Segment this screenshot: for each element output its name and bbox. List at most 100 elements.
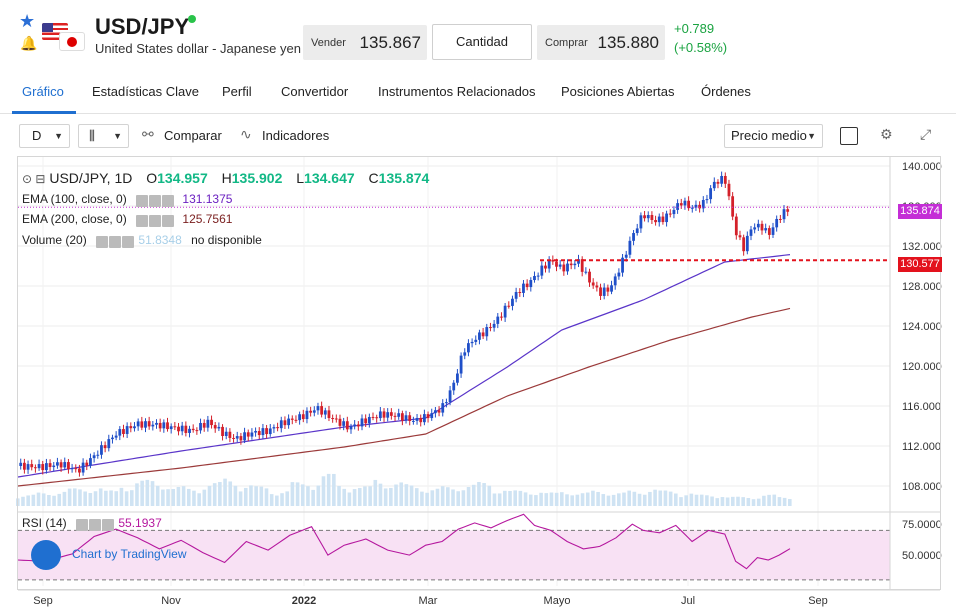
volume-bar [580,493,585,506]
candle-body [764,228,768,231]
x-tick-label: Mar [419,595,438,607]
volume-bar [746,498,751,506]
candle-body [566,263,569,272]
interval-dropdown[interactable]: D ▼ [19,124,70,148]
volume-bar [36,492,41,506]
volume-bar [663,490,668,506]
candle-body [767,228,771,235]
sell-button[interactable]: Vender 135.867 [303,25,427,60]
collapse-icon[interactable]: ⊙ ⊟ [22,172,46,186]
indicators-icon: ∿ [240,126,252,142]
volume-bar [720,497,725,506]
volume-bar [212,483,217,506]
volume-legend[interactable]: Volume (20) 51.8348 no disponible [22,233,262,248]
candle-body [364,418,368,424]
candle-body [426,414,430,419]
rsi-pane [17,513,890,581]
fullscreen-icon[interactable]: ⤢ [920,126,932,142]
candle-body [147,421,151,427]
tab-perfil[interactable]: Perfil [222,84,252,99]
candle-body [323,410,327,415]
sell-label: Vender [311,37,346,49]
tab-ordenes[interactable]: Órdenes [701,84,751,99]
candle-body [415,417,419,421]
ema200-legend[interactable]: EMA (200, close, 0) 125.7561 [22,212,232,227]
candle-body [316,406,320,411]
ema100-legend[interactable]: EMA (100, close, 0) 131.1375 [22,192,232,207]
volume-bar [145,479,150,506]
volume-bar [357,487,362,506]
gear-icon[interactable]: ⚙ [880,126,893,142]
y-tick-label: 128.000 [902,281,942,293]
last-price-tag: 135.874 [898,204,942,219]
candle-body [650,215,654,221]
candle-body [551,259,555,262]
indicator-settings-icons[interactable] [136,213,175,227]
candle-body [162,422,166,429]
candle-body [254,431,257,433]
volume-bar [26,495,30,506]
candle-body [694,204,698,208]
volume-bar [383,488,388,506]
volume-bar [560,492,564,506]
tab-instrumentos[interactable]: Instrumentos Relacionados [378,84,536,99]
rsi-legend[interactable]: RSI (14) 55.1937 [22,516,162,531]
candle-body [430,413,434,419]
candle-body [613,276,617,286]
ema100-value: 131.1375 [182,192,233,206]
volume-bar [674,493,678,506]
volume-bar [41,493,46,506]
chart-axes: 108.000 112.000 116.000 120.000 124.000 128.0… [18,156,942,607]
compare-button[interactable]: Comparar [164,128,222,143]
volume-bar [47,494,51,506]
tab-posiciones[interactable]: Posiciones Abiertas [561,84,675,99]
candle-body [661,216,665,223]
indicators-button[interactable]: Indicadores [262,128,330,143]
volume-bar [150,481,155,506]
tab-convertidor[interactable]: Convertidor [281,84,349,99]
tab-grafico[interactable]: Gráfico [22,84,64,99]
volume-bar [570,495,574,506]
indicator-settings-icons[interactable] [136,193,175,207]
volume-bar [497,493,502,506]
price-chart[interactable]: 108.000 112.000 116.000 120.000 124.000 128.0… [0,156,956,612]
candle-body [705,199,709,201]
volume-bar [741,497,745,506]
candle-body [511,298,514,306]
quantity-button[interactable]: Cantidad [432,24,532,60]
tradingview-watermark[interactable]: Chart by TradingView [72,547,187,561]
bell-icon[interactable]: 🔔 [20,35,38,51]
chart-type-dropdown[interactable]: ⫼ ▼ [78,124,129,148]
price-type-dropdown[interactable]: Precio medio ▼ [724,124,823,148]
candle-body [70,468,74,470]
candle-body [489,327,492,329]
candle-body [290,418,294,420]
candle-body [48,463,52,468]
snapshot-icon[interactable] [840,127,858,145]
tradingview-logo-icon[interactable] [31,540,61,570]
volume-bar [373,479,378,506]
tab-estadisticas[interactable]: Estadísticas Clave [92,84,199,99]
candle-body [356,424,360,427]
star-icon[interactable]: ★ [19,11,36,31]
candle-body [701,199,705,209]
indicator-settings-icons[interactable] [96,234,135,248]
volume-bar [648,491,652,506]
candle-body [624,254,628,258]
candle-body [305,410,309,420]
candle-body [45,463,48,471]
candle-body [309,410,313,413]
volume-bar [705,495,709,506]
volume-bar [399,482,404,506]
candle-body [782,209,786,220]
candle-body [243,432,246,441]
candle-body [485,327,489,337]
volume-bar [52,495,56,506]
volume-bar [67,488,72,506]
volume-bar [471,484,476,506]
indicator-settings-icons[interactable] [76,517,115,531]
candle-body [257,431,261,436]
buy-button[interactable]: Comprar 135.880 [537,25,665,60]
volume-bar [430,490,435,506]
volume-bar [762,495,766,506]
